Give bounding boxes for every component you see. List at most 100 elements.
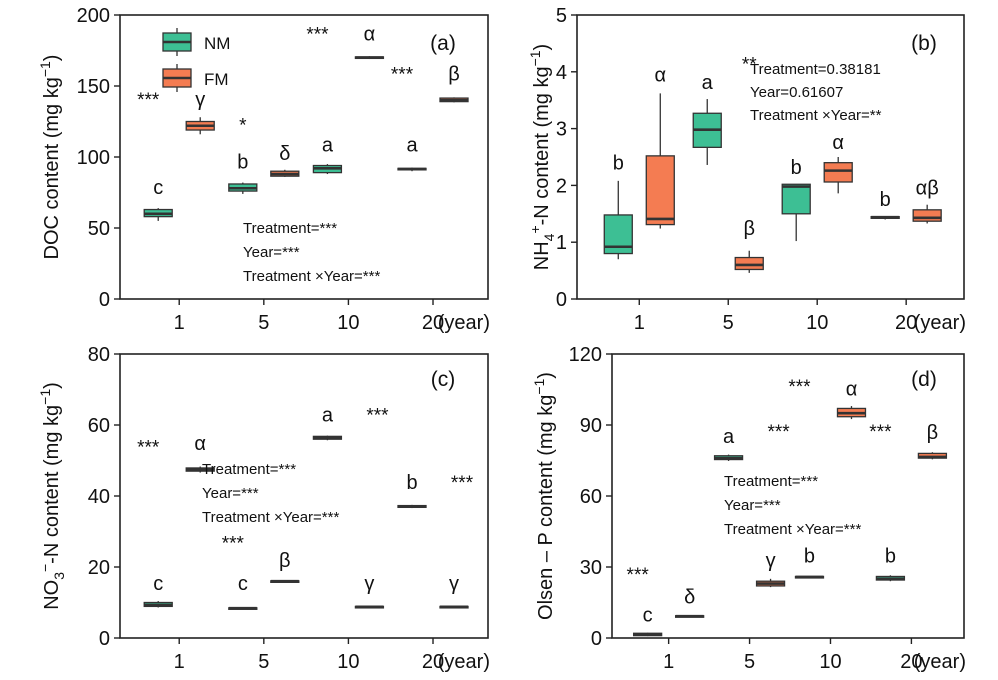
significance-label: b [613, 152, 624, 174]
box-nm-20 [397, 167, 427, 172]
box-fm-10 [354, 605, 385, 609]
box-nm-10 [312, 164, 343, 175]
legend: NM FM [162, 28, 230, 92]
y-axis-label: DOC content (mg kg−1) [37, 55, 63, 260]
box-body [823, 162, 853, 183]
y-axis-label: NH4+-N content (mg kg−1) [527, 44, 557, 270]
x-tick-label: 20 [895, 312, 917, 334]
x-tick-label: 5 [744, 651, 755, 673]
significance-label: αβ [916, 177, 939, 199]
significance-label: α [194, 433, 206, 455]
significance-label: β [743, 218, 755, 240]
box-fm-10 [823, 157, 853, 194]
stats-line: Treatment ×Year=*** [724, 521, 861, 538]
y-label-close: ) [41, 382, 63, 389]
box-fm-5 [270, 579, 300, 583]
significance-label: c [643, 604, 653, 626]
box-fm-20 [439, 97, 469, 103]
box-body [734, 256, 764, 271]
x-tick-label: 5 [258, 312, 269, 334]
significance-label: a [702, 72, 714, 94]
box-nm-10 [794, 575, 825, 579]
y-label-ion-sub: 4 [541, 233, 557, 241]
box-fm-5 [270, 169, 300, 177]
box-nm-5 [692, 99, 722, 165]
y-label-ion-tail: -N [531, 204, 553, 225]
significance-label: β [279, 550, 291, 572]
panel-label: (d) [911, 368, 937, 391]
significance-label: *** [767, 422, 790, 443]
y-tick-label: 200 [77, 5, 110, 27]
y-tick-label: 4 [556, 62, 567, 84]
significance-label: γ [766, 550, 776, 572]
box-fm-5 [734, 250, 764, 273]
legend-label: FM [204, 70, 229, 89]
y-tick-label: 90 [580, 415, 602, 437]
box-fm-1 [185, 117, 215, 135]
x-tick-label: 1 [663, 651, 674, 673]
significance-label: b [885, 545, 896, 567]
box-nm-10 [312, 435, 343, 441]
stats-line: Treatment=*** [724, 473, 818, 490]
panel-label: (a) [430, 32, 456, 55]
y-axis-label: Olsen – P content (mg kg−1) [531, 372, 557, 620]
x-tick-label: 1 [174, 312, 185, 334]
y-tick-label: 0 [99, 628, 110, 650]
x-tick-label: 1 [634, 312, 645, 334]
y-tick-label: 150 [77, 76, 110, 98]
box-fm-20 [912, 204, 942, 224]
significance-label: δ [684, 587, 695, 609]
y-label-ion: NH [531, 241, 553, 270]
legend-item-fm: FM [162, 64, 229, 92]
significance-label: α [832, 132, 844, 154]
box-body [781, 183, 811, 215]
x-tick-label: 10 [337, 312, 359, 334]
plot-frame [576, 14, 965, 300]
x-tick-label: 10 [337, 651, 359, 673]
legend-label: NM [204, 34, 230, 53]
significance-label: *** [137, 90, 160, 111]
significance-label: * [239, 115, 247, 136]
x-tick-label: 1 [174, 651, 185, 673]
y-tick-label: 20 [88, 557, 110, 579]
box-fm-1 [645, 93, 675, 229]
y-tick-label: 1 [556, 232, 567, 254]
significance-label: γ [195, 89, 205, 111]
significance-label: *** [366, 405, 389, 426]
stats-line: Treatment ×Year=** [750, 107, 882, 124]
y-label-ion: NO [41, 580, 63, 610]
y-label-ion-sub: 3 [51, 572, 67, 580]
y-tick-label: 40 [88, 486, 110, 508]
y-label-ion-tail: -N [41, 543, 63, 564]
box-nm-20 [397, 504, 427, 509]
significance-label: c [238, 573, 248, 595]
y-tick-label: 0 [556, 289, 567, 311]
x-axis-unit-label: (year) [438, 651, 490, 673]
y-tick-label: 100 [77, 147, 110, 169]
y-label-main: DOC content (mg kg [41, 77, 63, 259]
box-fm-20 [917, 452, 948, 460]
y-tick-label: 5 [556, 5, 567, 27]
chart-panel-2: 0 1 2 3 4 5 1 5 10 20(year) b α a ** β b α b αβ Treatment=0… [527, 5, 966, 334]
y-label-sup: −1 [527, 50, 543, 66]
x-axis-unit-label: (year) [914, 312, 966, 334]
y-label-main: content (mg kg [531, 66, 553, 198]
box-nm-1 [632, 632, 663, 637]
stats-line: Year=*** [724, 497, 781, 514]
significance-label: b [880, 189, 891, 211]
significance-label: α [654, 64, 666, 86]
y-label-ion-sup: + [527, 225, 543, 233]
y-label-sup: −1 [37, 389, 53, 405]
box-body [645, 155, 675, 226]
y-tick-label: 120 [569, 344, 602, 366]
significance-label: c [153, 177, 163, 199]
significance-label: δ [279, 143, 290, 165]
significance-label: α [364, 24, 376, 46]
box-fm-1 [674, 614, 705, 618]
legend-item-nm: NM [162, 28, 230, 56]
x-tick-label: 5 [723, 312, 734, 334]
significance-label: c [153, 573, 163, 595]
x-axis-unit-label: (year) [914, 651, 966, 673]
